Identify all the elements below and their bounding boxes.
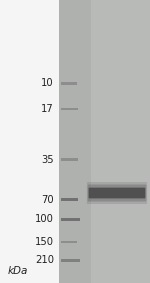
FancyBboxPatch shape [89,188,145,198]
FancyBboxPatch shape [61,82,77,85]
FancyBboxPatch shape [0,0,59,283]
FancyBboxPatch shape [61,198,78,201]
FancyBboxPatch shape [61,218,80,221]
FancyBboxPatch shape [59,0,150,283]
FancyBboxPatch shape [61,259,80,262]
Text: 35: 35 [41,155,54,165]
Text: 100: 100 [35,214,54,224]
Text: 150: 150 [35,237,54,247]
Text: kDa: kDa [8,266,28,276]
Text: 17: 17 [41,104,54,114]
FancyBboxPatch shape [59,0,91,283]
Text: 70: 70 [41,194,54,205]
FancyBboxPatch shape [61,241,77,243]
FancyBboxPatch shape [88,185,146,201]
Text: 210: 210 [35,255,54,265]
FancyBboxPatch shape [87,182,147,204]
Text: 10: 10 [41,78,54,89]
FancyBboxPatch shape [61,158,78,161]
FancyBboxPatch shape [61,108,78,110]
